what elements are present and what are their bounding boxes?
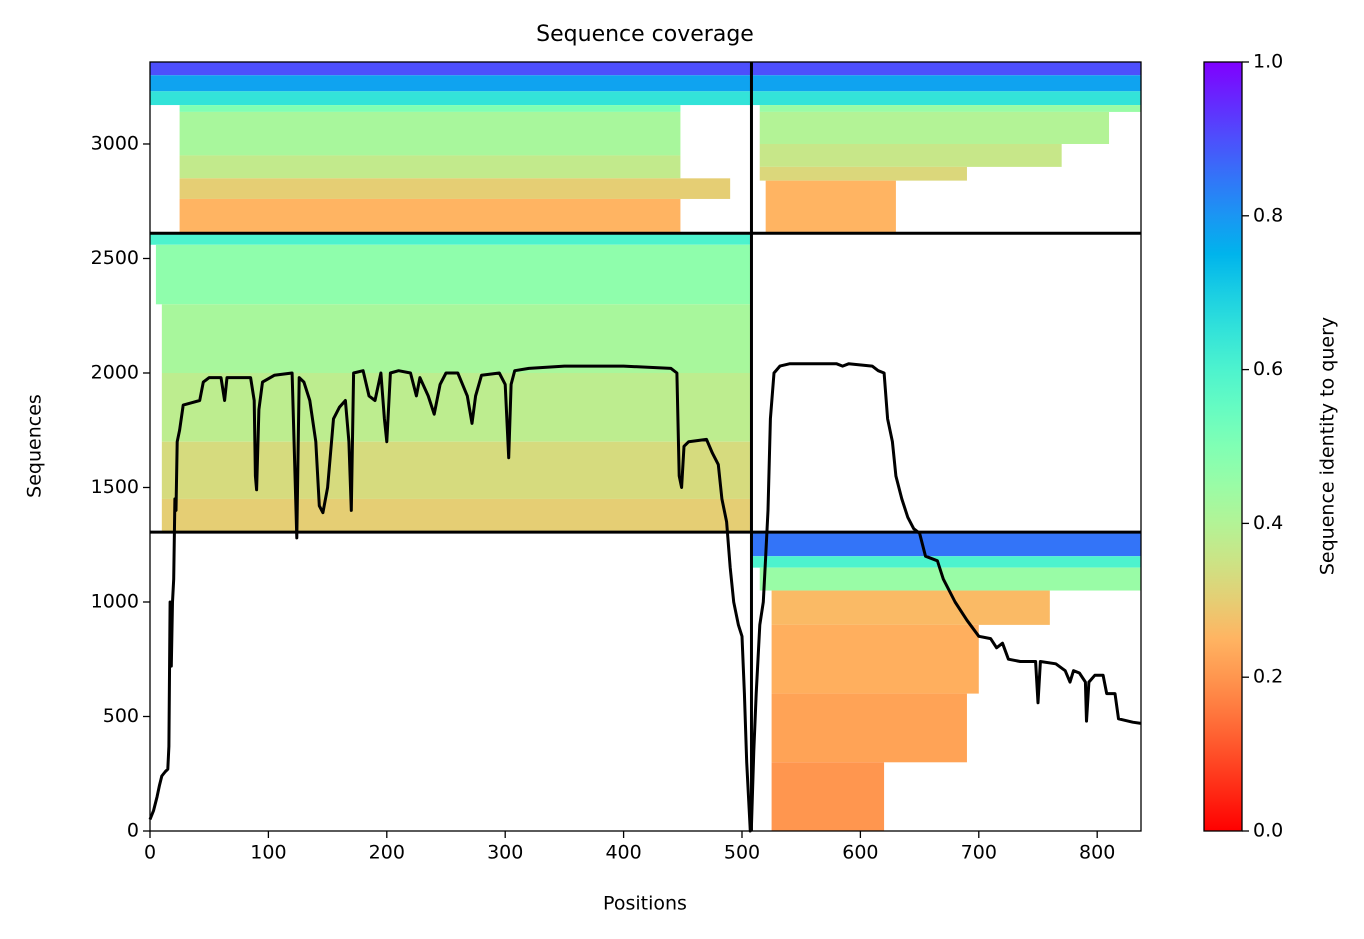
plot-frame xyxy=(149,61,1142,832)
x-tick-label: 400 xyxy=(605,842,641,864)
coverage-band xyxy=(150,75,752,92)
coverage-band xyxy=(759,111,1110,144)
colorbar-tick-label: 1.0 xyxy=(1253,51,1283,73)
y-tick-label: 1000 xyxy=(91,590,139,612)
y-axis-label: Sequences xyxy=(24,394,46,498)
coverage-band xyxy=(751,62,1141,76)
coverage-band xyxy=(161,498,752,533)
coverage-band xyxy=(179,178,731,199)
coverage-band xyxy=(759,105,1141,112)
x-tick-label: 300 xyxy=(487,842,523,864)
coverage-band xyxy=(771,624,979,694)
coverage-band xyxy=(759,143,1062,167)
coverage-band xyxy=(751,75,1141,92)
coverage-band xyxy=(751,532,1141,557)
colorbar-tick-label: 0.0 xyxy=(1253,820,1283,842)
x-tick-label: 200 xyxy=(369,842,405,864)
colorbar-tick-label: 0.2 xyxy=(1253,666,1283,688)
coverage-band xyxy=(751,556,1141,568)
coverage-band xyxy=(155,244,752,305)
x-tick-label: 600 xyxy=(842,842,878,864)
colorbar-tick-label: 0.6 xyxy=(1253,358,1283,380)
chart-title: Sequence coverage xyxy=(536,22,754,47)
x-axis-label: Positions xyxy=(603,893,687,915)
y-tick-label: 0 xyxy=(127,820,139,842)
colorbar-label: Sequence identity to query xyxy=(1317,317,1339,575)
coverage-band xyxy=(759,567,1141,591)
coverage-band xyxy=(179,105,681,112)
x-tick-label: 100 xyxy=(250,842,286,864)
coverage-line xyxy=(148,362,1142,833)
coverage-band xyxy=(150,91,752,106)
coverage-band xyxy=(179,111,681,156)
coverage-band xyxy=(765,180,896,234)
x-tick-label: 0 xyxy=(144,842,156,864)
coverage-band xyxy=(161,304,752,373)
y-tick-label: 3000 xyxy=(91,132,139,154)
coverage-band xyxy=(150,62,752,76)
coverage-band xyxy=(751,91,1141,106)
coverage-band xyxy=(771,762,885,831)
coverage-band xyxy=(771,590,1050,625)
colorbar xyxy=(1203,61,1243,832)
coverage-band xyxy=(759,166,967,181)
coverage-band xyxy=(179,198,681,234)
y-tick-label: 1500 xyxy=(91,476,139,498)
coverage-band xyxy=(150,233,752,245)
x-tick-label: 500 xyxy=(724,842,760,864)
coverage-band xyxy=(179,155,681,179)
colorbar-tick-label: 0.4 xyxy=(1253,512,1283,534)
y-tick-label: 2500 xyxy=(91,247,139,269)
coverage-band xyxy=(161,441,752,499)
y-tick-label: 2000 xyxy=(91,361,139,383)
y-tick-label: 500 xyxy=(103,705,139,727)
coverage-band xyxy=(771,693,967,763)
x-tick-label: 700 xyxy=(961,842,997,864)
colorbar-tick-label: 0.8 xyxy=(1253,204,1283,226)
x-tick-label: 800 xyxy=(1079,842,1115,864)
